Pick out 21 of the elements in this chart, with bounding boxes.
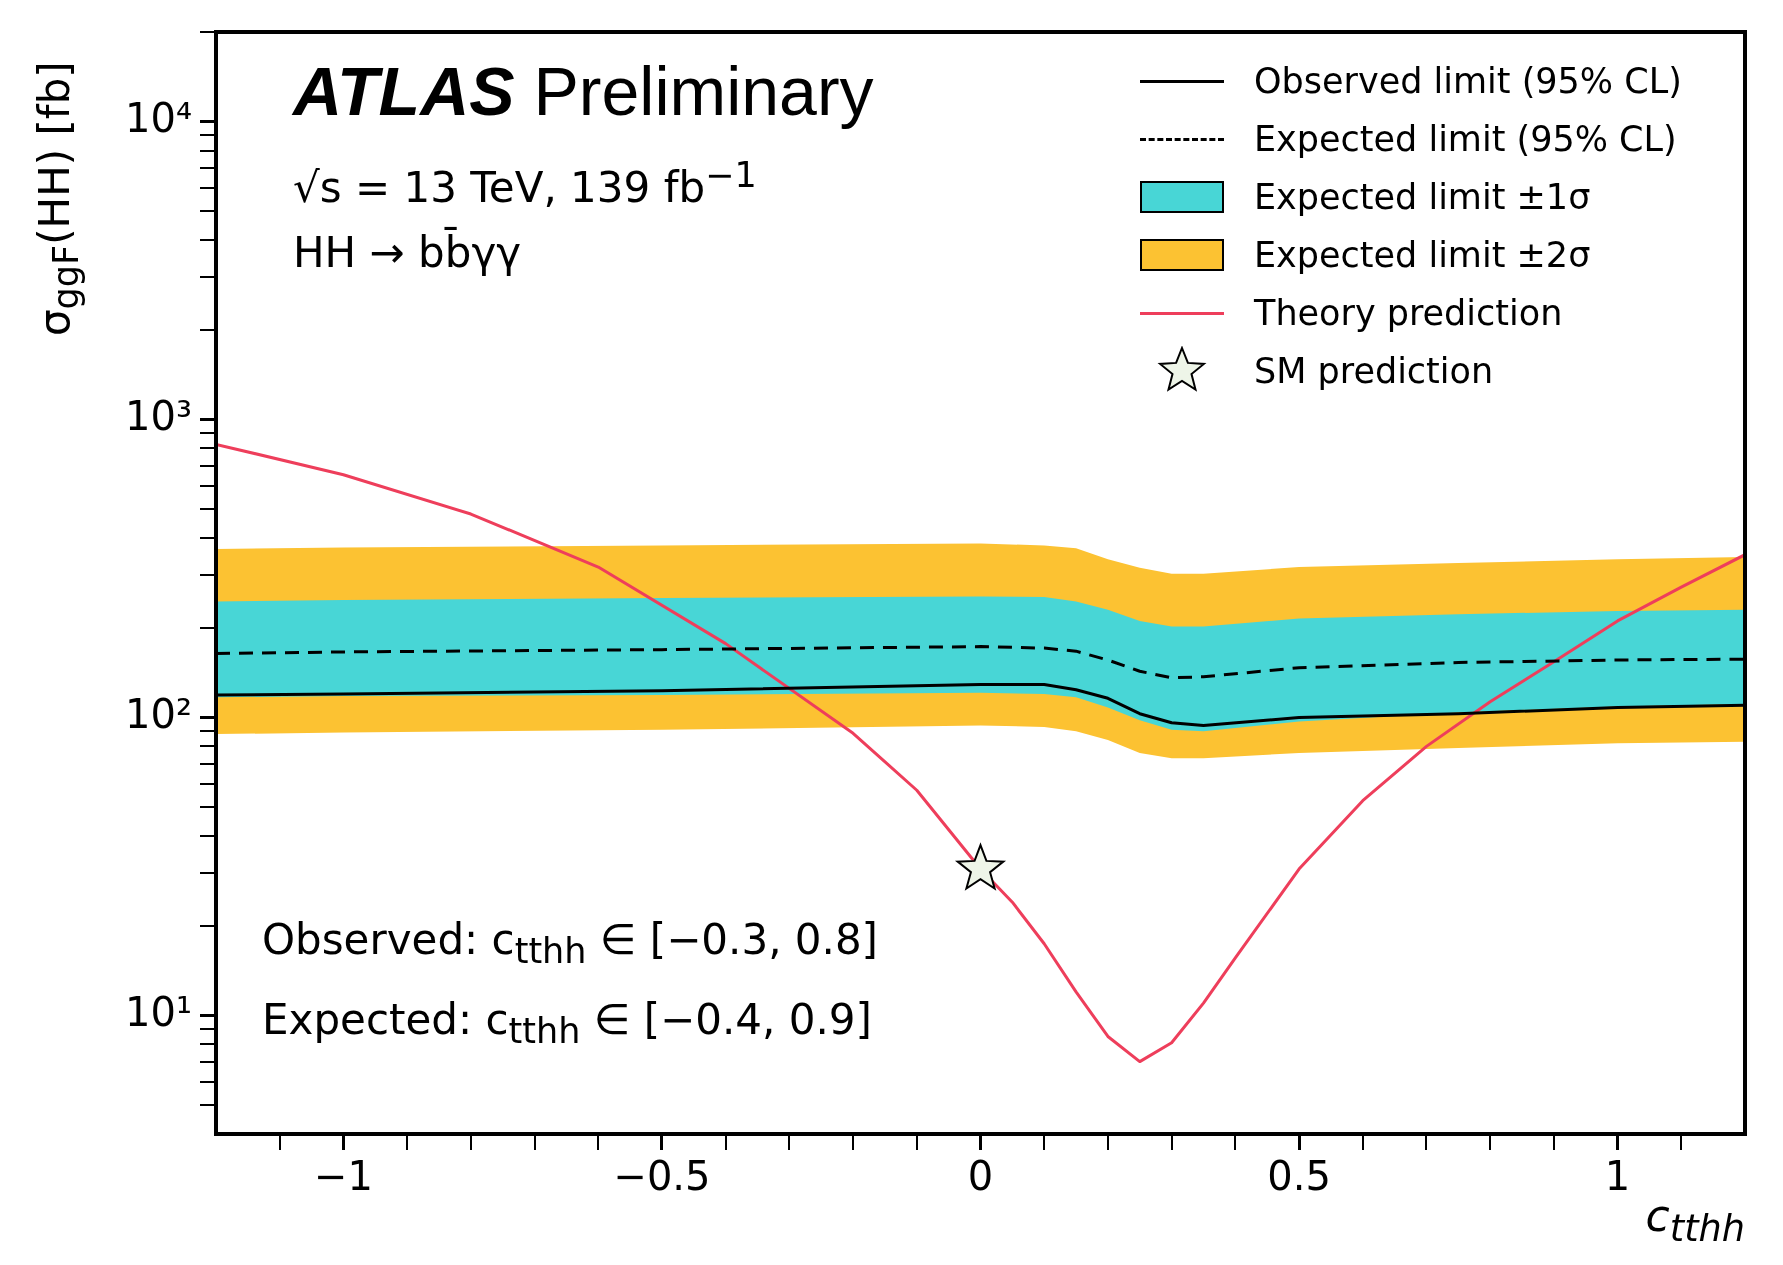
- x-tick-label: −0.5: [613, 1153, 711, 1200]
- x-tick-label: 0: [967, 1153, 994, 1200]
- legend-label: Expected limit ±2σ: [1254, 235, 1591, 275]
- y-tick-label: 10³: [125, 392, 192, 439]
- y-tick-label: 10²: [125, 690, 192, 737]
- annotation: Observed: c$_{tthh}$ ∈ [−0.3, 0.8]: [262, 915, 879, 972]
- y-tick-label: 10¹: [125, 988, 192, 1035]
- text: √s = 13 TeV, 139 fb$^{−1}$: [293, 155, 757, 212]
- legend-label: Theory prediction: [1254, 293, 1563, 333]
- legend-label: Observed limit (95% CL): [1254, 61, 1682, 101]
- annotation: Expected: c$_{tthh}$ ∈ [−0.4, 0.9]: [262, 995, 872, 1052]
- legend-label: Expected limit ±1σ: [1254, 177, 1591, 217]
- y-tick-label: 10⁴: [125, 95, 192, 142]
- chart-title: ATLAS Preliminary: [293, 53, 874, 129]
- legend-label: SM prediction: [1254, 351, 1494, 391]
- x-axis-title: c$_{tthh}$: [1645, 1190, 1745, 1250]
- legend-label: Expected limit (95% CL): [1254, 119, 1677, 159]
- x-tick-label: −1: [313, 1153, 373, 1200]
- annotation: HH → bb̄γγ: [293, 228, 522, 277]
- x-tick-label: 1: [1604, 1153, 1631, 1200]
- x-tick-label: 0.5: [1267, 1153, 1331, 1200]
